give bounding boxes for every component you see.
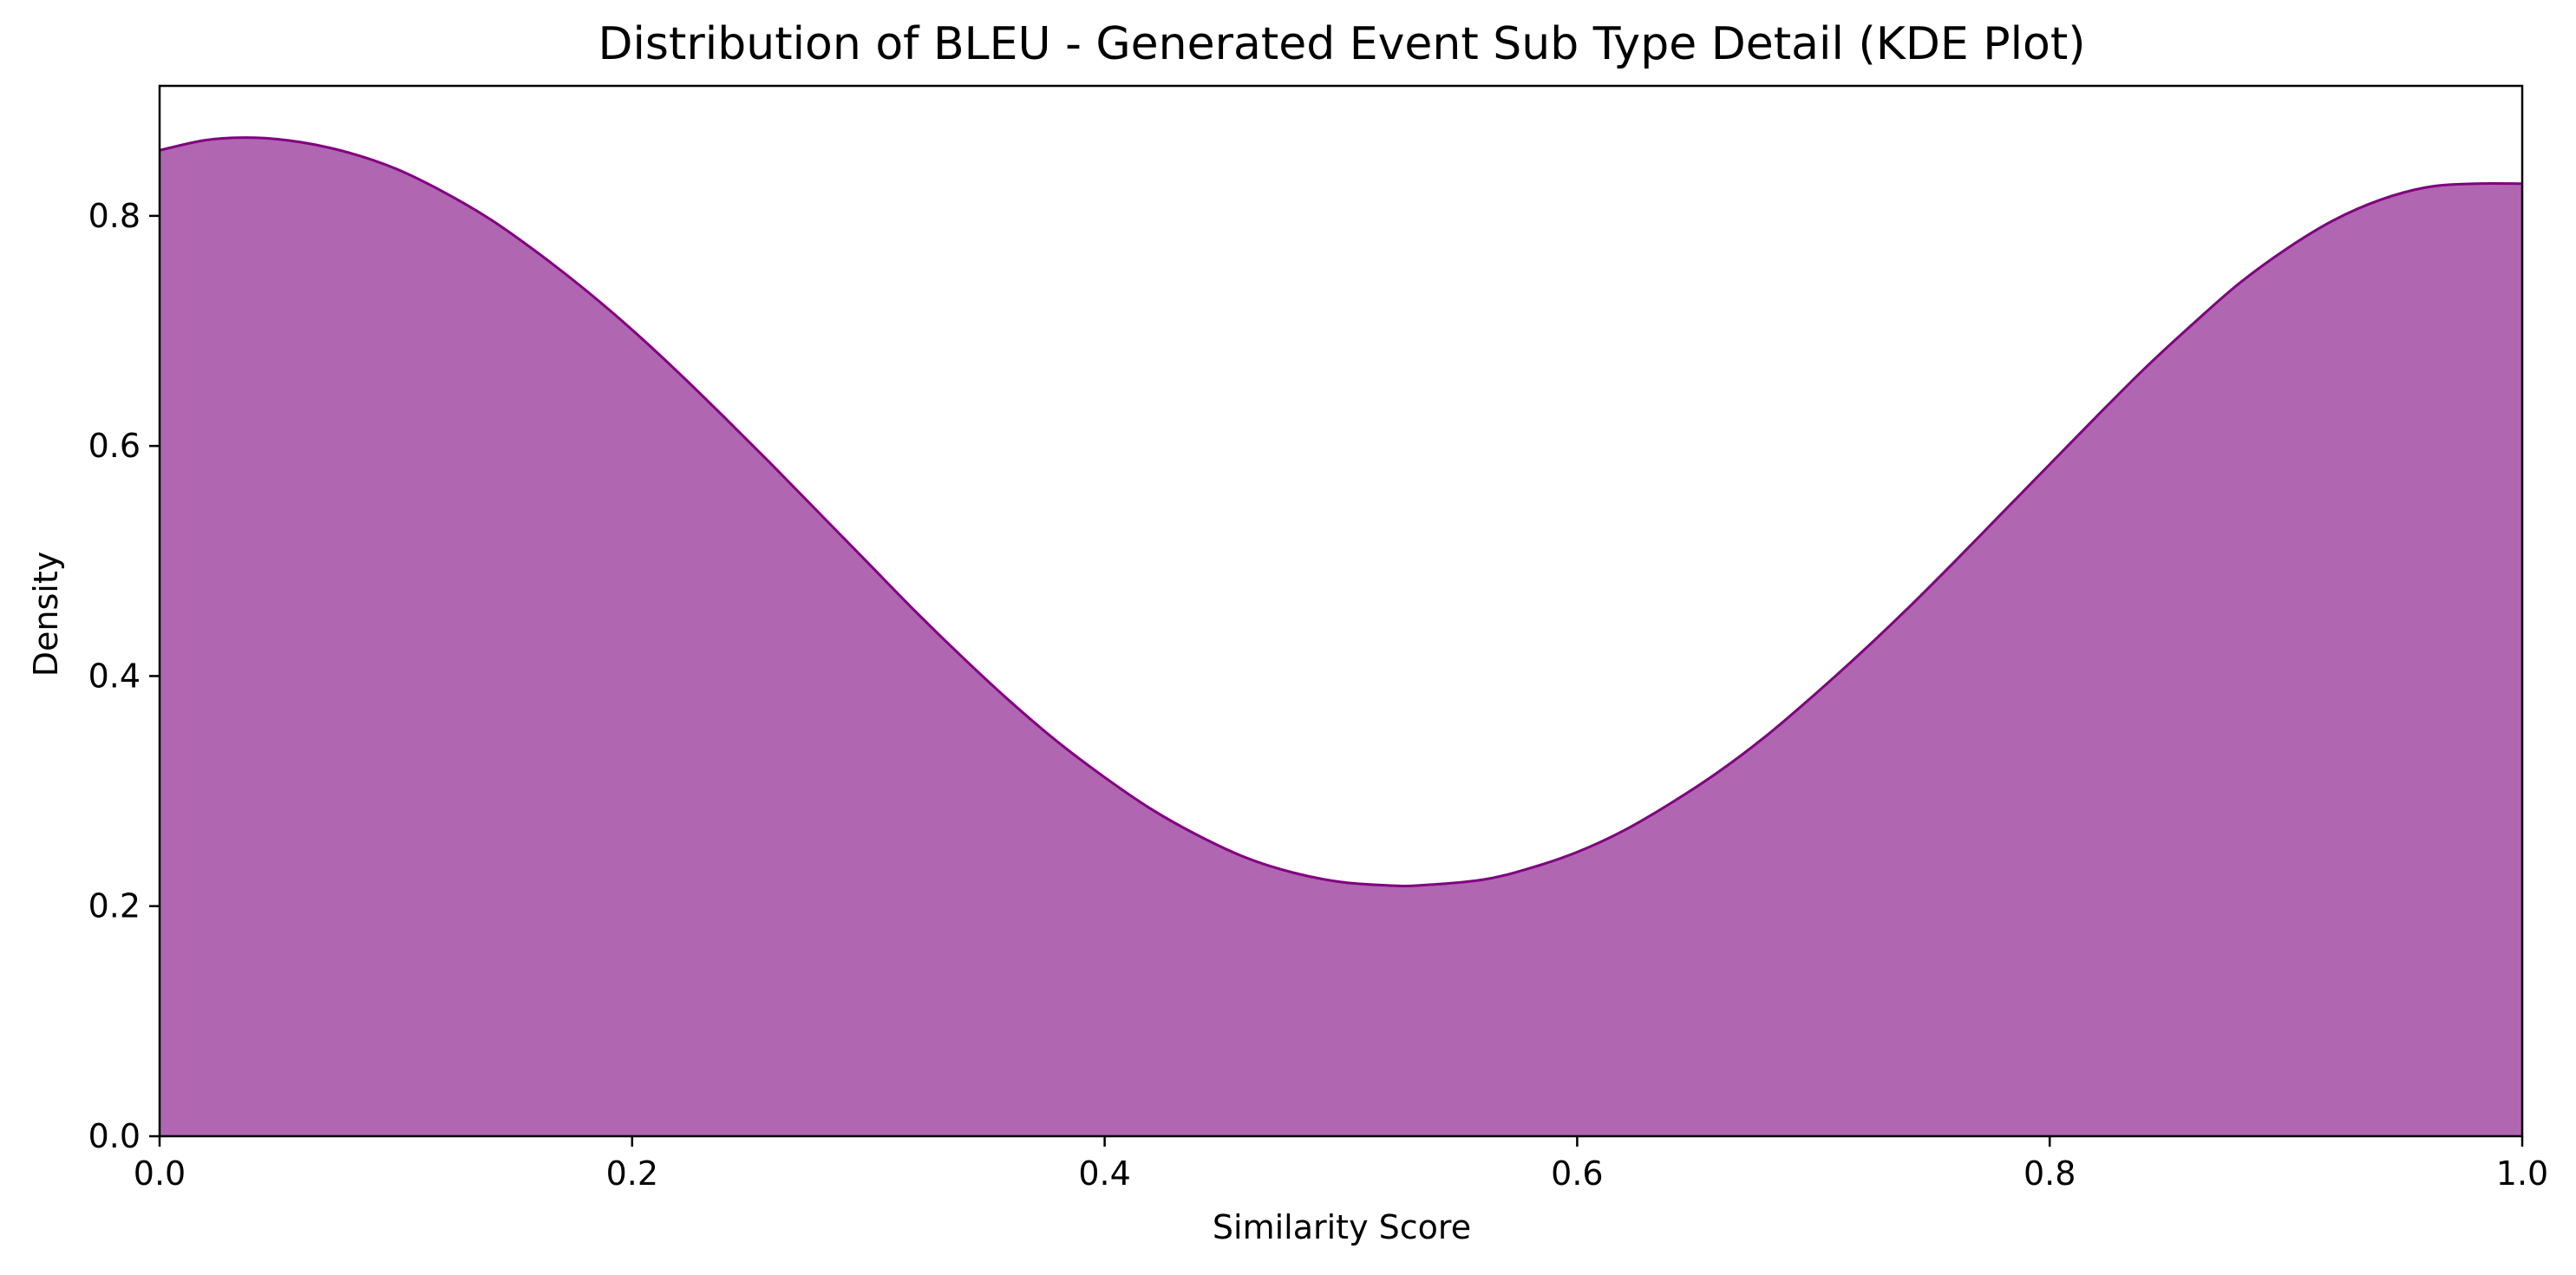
x-tick-label: 0.8 <box>2024 1154 2076 1193</box>
kde-line-0 <box>159 136 2523 888</box>
y-tick-label: 0.8 <box>88 197 141 235</box>
x-tick-label: 1.0 <box>2496 1154 2548 1193</box>
x-tick-label: 0.2 <box>606 1154 658 1193</box>
x-axis: 0.0 0.2 0.4 0.6 0.8 1.0 <box>134 1136 2548 1193</box>
y-axis: 0.0 0.2 0.4 0.6 0.8 <box>88 197 160 1155</box>
x-tick-label: 0.0 <box>134 1154 186 1193</box>
y-tick-label: 0.6 <box>88 427 141 465</box>
x-tick-label: 0.6 <box>1551 1154 1603 1193</box>
plot-area <box>159 136 2523 1136</box>
axes-frame <box>158 84 2524 1138</box>
kde-area-0 <box>160 137 2522 1136</box>
y-tick-label: 0.0 <box>88 1117 141 1155</box>
x-axis-label: Similarity Score <box>1213 1208 1471 1246</box>
x-tick-label: 0.4 <box>1078 1154 1130 1193</box>
y-tick-label: 0.2 <box>88 887 141 925</box>
y-tick-label: 0.4 <box>88 657 141 695</box>
y-axis-label: Density <box>27 552 65 677</box>
chart-title: Distribution of BLEU - Generated Event S… <box>598 18 2085 70</box>
